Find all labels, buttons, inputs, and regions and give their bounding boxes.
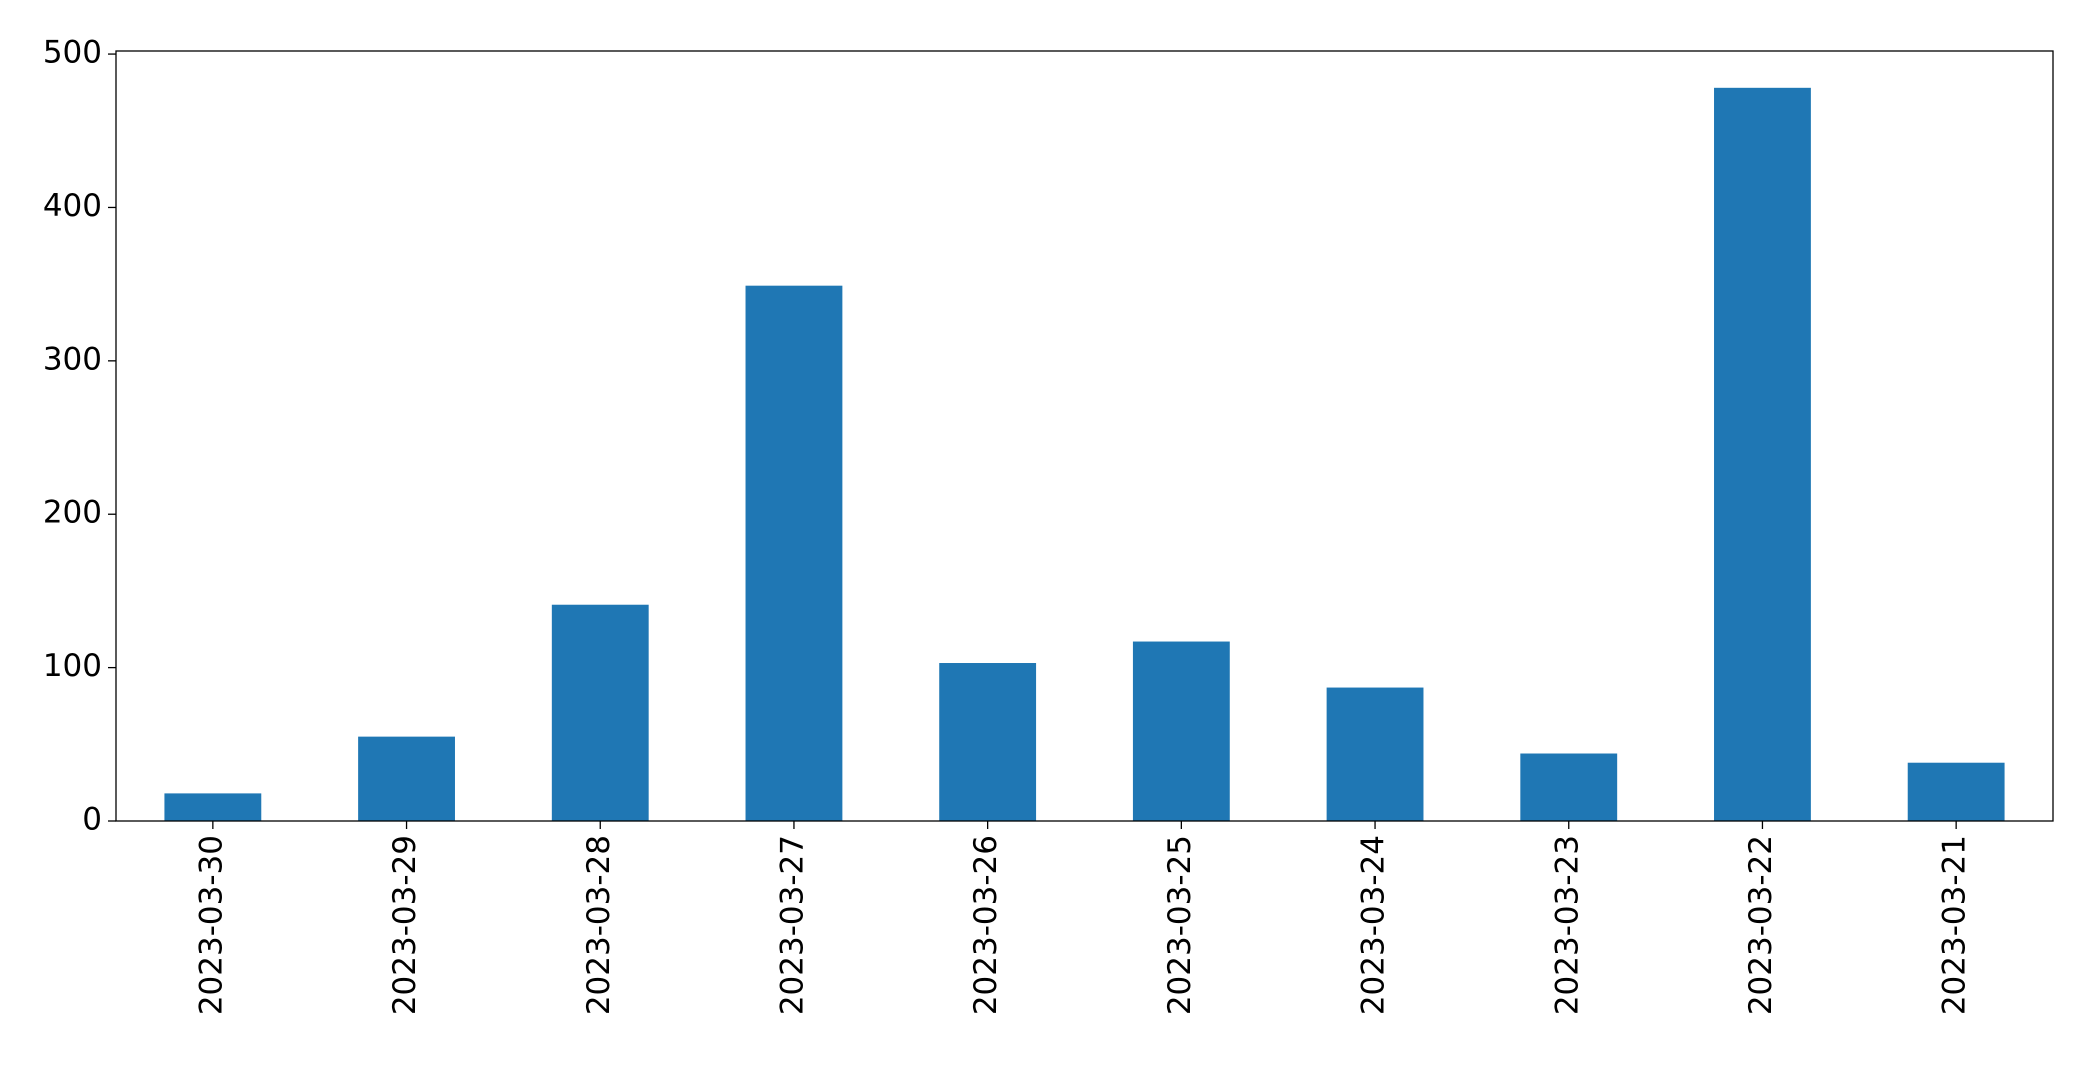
y-tick-label: 400 [43, 188, 102, 224]
x-tick-label: 2023-03-28 [581, 835, 617, 1015]
y-tick-label: 200 [43, 495, 102, 531]
y-tick-label: 100 [43, 648, 102, 684]
bar [551, 604, 649, 821]
bar [1326, 687, 1424, 821]
x-tick-label: 2023-03-21 [1937, 835, 1973, 1015]
x-tick-label: 2023-03-24 [1356, 835, 1392, 1015]
x-tick-label: 2023-03-26 [968, 835, 1004, 1015]
x-tick-label: 2023-03-30 [193, 835, 229, 1015]
y-tick-label: 300 [43, 341, 102, 377]
bar [745, 285, 843, 821]
y-tick-label: 500 [43, 35, 102, 71]
bar [1132, 641, 1230, 821]
x-tick-label: 2023-03-23 [1549, 835, 1585, 1015]
bar [1907, 762, 2005, 821]
bar [1714, 87, 1811, 822]
x-tick-label: 2023-03-29 [387, 835, 423, 1015]
bar [164, 793, 262, 821]
bar [939, 663, 1037, 821]
bar [358, 736, 455, 821]
y-tick-label: 0 [82, 802, 102, 838]
x-tick-label: 2023-03-22 [1743, 835, 1779, 1015]
bar [1520, 753, 1618, 821]
x-tick-label: 2023-03-27 [774, 835, 810, 1015]
x-tick-label: 2023-03-25 [1162, 835, 1198, 1015]
plot-frame [115, 50, 2054, 822]
